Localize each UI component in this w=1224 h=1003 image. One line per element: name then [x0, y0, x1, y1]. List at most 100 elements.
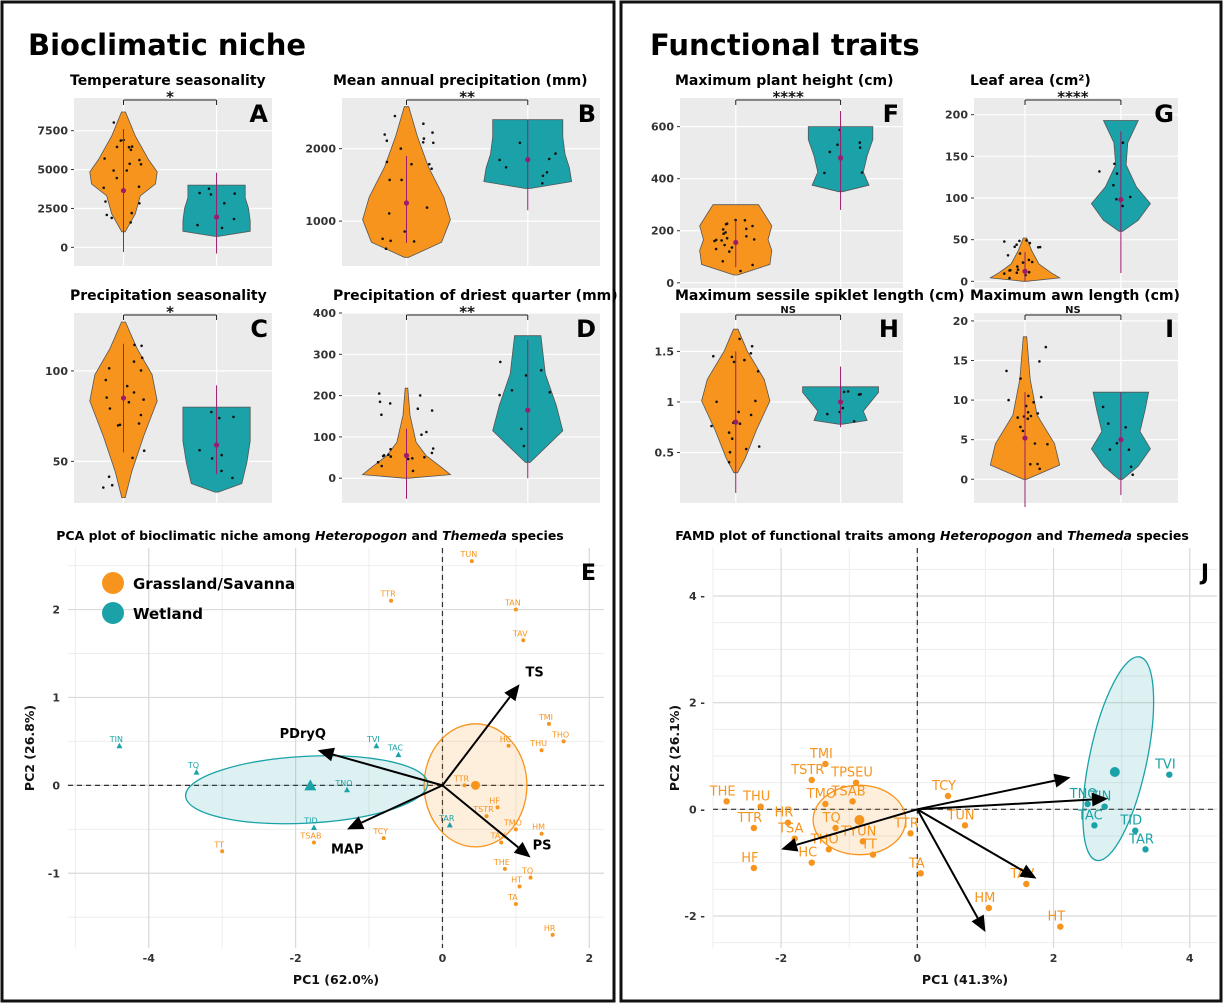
jitter-point	[125, 169, 129, 172]
title-part: Heteropogon	[940, 528, 1032, 543]
jitter-point	[119, 139, 123, 142]
data-point-wetland	[395, 751, 402, 758]
jitter-point	[1026, 411, 1030, 414]
point-label: HT	[511, 875, 522, 884]
data-point-grassland	[499, 840, 504, 845]
signif-label: **	[459, 88, 475, 106]
arrow-label: TS	[526, 665, 544, 680]
data-point-grassland	[832, 824, 839, 832]
jitter-point	[714, 247, 718, 251]
jitter-point	[737, 410, 740, 414]
violin-chart-G: 0 50 100 150 200 Leaf area (cm²) G ****	[945, 73, 1178, 288]
jitter-point	[1029, 462, 1032, 466]
data-point-wetland	[1084, 800, 1091, 808]
jitter-point	[232, 415, 235, 419]
jitter-point	[539, 368, 543, 372]
y-tick-label: 2500	[37, 202, 68, 215]
jitter-point	[399, 147, 403, 150]
jitter-point	[231, 476, 234, 480]
mean-point	[837, 399, 844, 405]
data-point-wetland	[446, 821, 453, 828]
x-tick-label: 4	[1186, 952, 1194, 965]
point-label: TNO	[1069, 787, 1098, 802]
point-label: TSAB	[299, 832, 321, 841]
violin-chart-A: 0 2500 5000 7500 Temperature seasonality A *	[37, 73, 272, 266]
data-point-grassland	[495, 805, 500, 810]
jitter-point	[1007, 398, 1010, 402]
jitter-point	[728, 450, 732, 454]
jitter-point	[1098, 170, 1101, 173]
point-label: TID	[1119, 814, 1142, 829]
point-label: TAR	[1128, 832, 1154, 847]
data-point-grassland	[539, 831, 544, 836]
legend-label: Wetland	[133, 605, 203, 623]
x-tick-label: 0	[439, 952, 447, 965]
jitter-point	[1015, 271, 1019, 275]
violin-chart-B: 1000 2000 Mean annual precipitation (mm) B *…	[305, 73, 600, 266]
arrow-head	[781, 838, 799, 852]
loading-arrow	[796, 808, 918, 846]
jitter-point	[110, 216, 113, 220]
point-label: TAC	[387, 744, 404, 753]
jitter-point	[207, 187, 211, 190]
mean-point	[403, 452, 410, 459]
y-axis-label: PC2 (26.1%)	[667, 705, 682, 791]
jitter-point	[499, 360, 502, 364]
data-point-grassland	[1023, 880, 1030, 888]
jitter-point	[387, 212, 391, 215]
jitter-point	[510, 389, 514, 392]
jitter-point	[545, 171, 549, 174]
y-tick-label: 100	[945, 192, 968, 205]
jitter-point	[430, 409, 434, 412]
jitter-point	[416, 407, 420, 411]
jitter-point	[749, 352, 753, 355]
panel-letter: A	[249, 100, 268, 128]
point-label: TAX	[490, 832, 507, 841]
mean-point	[213, 214, 220, 220]
y-tick-label: 200	[945, 109, 968, 122]
jitter-point	[1036, 462, 1039, 466]
jitter-point	[406, 457, 410, 461]
data-point-wetland	[1142, 846, 1149, 853]
jitter-point	[1016, 416, 1019, 419]
jitter-point	[422, 122, 425, 125]
y-tick-label: 0	[960, 473, 968, 486]
arrow-head	[1091, 792, 1109, 807]
jitter-point	[841, 406, 845, 410]
y-tick-label: 20	[953, 315, 969, 328]
title-part: FAMD plot of functional traits among	[675, 528, 940, 543]
jitter-point	[738, 337, 741, 341]
jitter-point	[524, 374, 528, 377]
data-point-grassland	[484, 814, 489, 819]
data-point-grassland	[539, 748, 544, 753]
violin-chart-H: 0.5 1 1.5 Maximum sessile spiklet length (c…	[655, 288, 965, 503]
point-label: TT	[213, 840, 224, 849]
arrow-label: PS	[533, 838, 552, 853]
point-label: HC	[798, 846, 817, 861]
point-label: TCY	[931, 779, 956, 794]
data-point-grassland	[869, 851, 877, 858]
jitter-point	[1027, 394, 1030, 398]
y-tick-label: 1	[52, 691, 60, 704]
jitter-point	[1033, 442, 1037, 445]
y-tick-label: 2 -	[689, 697, 705, 710]
chart-title: Maximum awn length (cm)	[970, 288, 1180, 304]
loading-arrow	[917, 779, 1056, 811]
jitter-point	[107, 367, 111, 370]
y-tick-label: 7500	[37, 125, 68, 138]
jitter-point	[754, 399, 757, 403]
jitter-point	[110, 483, 114, 487]
point-label: THU	[529, 739, 547, 748]
jitter-point	[233, 192, 236, 195]
point-label: THO	[551, 730, 569, 739]
data-point-grassland	[757, 803, 764, 810]
mean-point	[525, 407, 531, 413]
jitter-point	[1018, 239, 1021, 243]
data-point-wetland	[116, 742, 123, 749]
jitter-point	[130, 145, 134, 148]
point-label: TA	[507, 893, 518, 902]
jitter-point	[1107, 422, 1110, 425]
jitter-point	[1036, 412, 1040, 415]
jitter-point	[432, 141, 435, 145]
jitter-point	[743, 219, 747, 222]
